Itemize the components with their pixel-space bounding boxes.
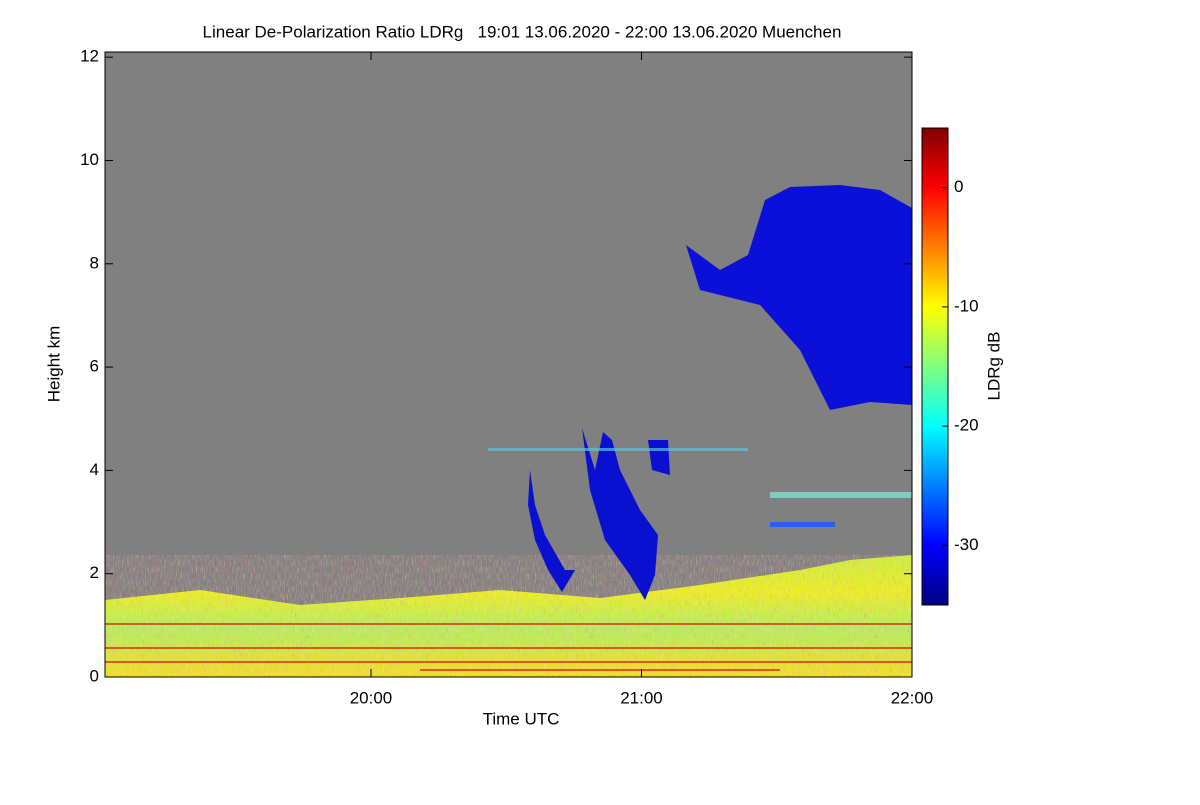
x-axis-label: Time UTC — [483, 709, 560, 728]
red-streaks — [105, 623, 912, 671]
y-tick-label: 10 — [80, 150, 99, 169]
y-tick-label: 0 — [90, 666, 99, 685]
x-tick-label: 21:00 — [620, 688, 663, 707]
background — [105, 52, 912, 677]
heatmap-field — [105, 52, 912, 677]
colorbar-label: LDRg dB — [984, 332, 1003, 401]
x-tick-label: 20:00 — [350, 688, 393, 707]
y-axis-label: Height km — [44, 326, 63, 403]
y-tick-label: 12 — [80, 47, 99, 66]
plot-frame — [104, 51, 913, 678]
layer — [488, 448, 748, 451]
colorbar — [921, 127, 949, 606]
colorbar-tick-label: -30 — [954, 535, 979, 554]
cirrus — [686, 185, 912, 410]
fall-streak — [582, 428, 658, 600]
layer — [770, 522, 835, 527]
colorbar-tick-label: -20 — [954, 416, 979, 435]
chart-title: Linear De-Polarization Ratio LDRg 19:01 … — [203, 22, 842, 41]
y-tick-label: 4 — [90, 460, 99, 479]
colorbar-tick-label: 0 — [954, 177, 963, 196]
colorbar-tick-label: -10 — [954, 296, 979, 315]
x-tick-label: 22:00 — [891, 688, 934, 707]
y-tick-label: 6 — [90, 357, 99, 376]
boundary-layer-noise — [105, 555, 912, 677]
y-tick-label: 2 — [90, 563, 99, 582]
y-tick-label: 8 — [90, 253, 99, 272]
fall-streak — [528, 470, 575, 592]
layer — [770, 492, 912, 498]
